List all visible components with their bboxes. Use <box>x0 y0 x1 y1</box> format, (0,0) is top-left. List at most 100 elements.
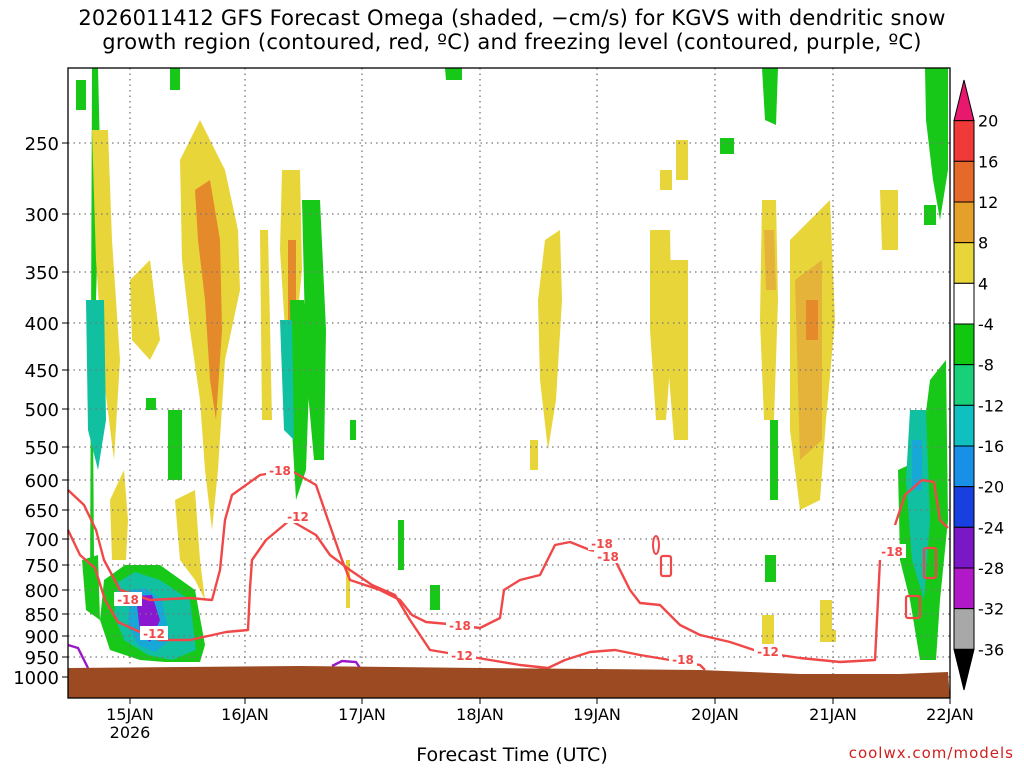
colorbar-label-9: -20 <box>978 478 1004 497</box>
red-contour-loop-1 <box>922 546 938 580</box>
colorbar-segment-5 <box>953 282 975 325</box>
contour-label-3: -12 <box>143 627 165 641</box>
y-tick-label-1: 300 <box>25 205 59 226</box>
omega-shade-31 <box>765 555 776 582</box>
omega-shade-11 <box>260 230 272 420</box>
colorbar-segment-4 <box>953 242 975 284</box>
colorbar-label-6: -8 <box>978 356 994 375</box>
red-contour-2 <box>893 478 949 529</box>
chart-title-line1: 2026011412 GFS Forecast Omega (shaded, −… <box>78 6 946 30</box>
y-tick-label-0: 250 <box>25 134 59 155</box>
colorbar-label-12: -32 <box>978 600 1004 619</box>
contour-label-bg-0 <box>266 463 294 477</box>
omega-shade-16 <box>130 260 160 360</box>
colorbar-segment-11 <box>953 526 975 569</box>
y-tick-label-14: 950 <box>25 648 59 669</box>
omega-shade-26 <box>764 230 776 290</box>
y-tick-label-6: 550 <box>25 438 59 459</box>
red-contour-loop-2 <box>659 554 673 578</box>
omega-shade-14 <box>302 200 326 460</box>
omega-shade-8 <box>195 180 222 420</box>
x-tick-label-0: 15JAN <box>106 705 154 724</box>
colorbar-segment-13 <box>953 608 975 650</box>
colorbar-cap-top <box>953 79 975 122</box>
colorbar-label-8: -16 <box>978 437 1004 456</box>
chart-title-line2: growth region (contoured, red, ºC) and f… <box>102 30 922 54</box>
colorbar-label-7: -12 <box>978 396 1004 415</box>
colorbar-label-5: -4 <box>978 315 994 334</box>
x-tick-label-1: 16JAN <box>221 705 269 724</box>
colorbar-segment-7 <box>953 364 975 406</box>
omega-shade-23 <box>660 170 672 190</box>
y-tick-label-5: 500 <box>25 400 59 421</box>
omega-shade-41 <box>350 420 356 440</box>
omega-shade-24 <box>720 138 734 154</box>
y-tick-label-12: 850 <box>25 605 59 626</box>
colorbar-segment-3 <box>953 201 975 244</box>
colorbar-segment-1 <box>953 120 975 162</box>
contour-label-bg-1 <box>284 509 312 523</box>
source-credit: coolwx.com/models <box>848 744 1014 762</box>
x-tick-label-6: 21JAN <box>809 705 857 724</box>
omega-shade-19 <box>538 230 562 450</box>
omega-shade-12 <box>290 300 310 500</box>
contour-label-bg-10 <box>588 536 616 550</box>
x-tick-label-2: 17JAN <box>338 705 386 724</box>
omega-shade-30 <box>770 420 778 500</box>
omega-shade-43 <box>110 470 128 560</box>
contour-label-bg-7 <box>669 652 697 666</box>
contour-label-0: -18 <box>269 464 291 478</box>
y-tick-label-7: 600 <box>25 471 59 492</box>
colorbar-label-13: -36 <box>978 640 1004 659</box>
omega-shade-22 <box>676 140 688 180</box>
colorbar-cap-bottom <box>953 648 975 691</box>
y-tick-label-2: 350 <box>25 263 59 284</box>
omega-shade-39 <box>398 520 404 570</box>
x-year-label: 2026 <box>110 723 151 742</box>
contour-label-2: -18 <box>117 593 139 607</box>
contour-label-9: -18 <box>881 545 903 559</box>
plot-frame <box>67 67 951 699</box>
omega-shade-36 <box>912 440 922 490</box>
y-tick-label-4: 450 <box>25 361 59 382</box>
y-tick-label-10: 750 <box>25 556 59 577</box>
colorbar-label-3: 8 <box>978 234 988 253</box>
contour-label-bg-9 <box>878 544 906 558</box>
omega-shade-4 <box>76 80 86 110</box>
x-tick-label-4: 19JAN <box>573 705 621 724</box>
omega-shade-51 <box>530 440 538 470</box>
omega-shade-2 <box>762 68 778 125</box>
contour-label-bg-4 <box>446 618 474 632</box>
y-tick-label-13: 900 <box>25 627 59 648</box>
omega-shade-1 <box>445 68 462 80</box>
colorbar-label-1: 16 <box>978 152 998 171</box>
colorbar-label-2: 12 <box>978 193 998 212</box>
omega-shade-17 <box>168 410 182 480</box>
colorbar-label-0: 20 <box>978 112 998 131</box>
omega-shade-3 <box>925 68 948 220</box>
y-tick-label-8: 650 <box>25 501 59 522</box>
ground-surface <box>68 666 950 698</box>
contour-label-6: -18 <box>597 550 619 564</box>
contour-label-10: -18 <box>591 537 613 551</box>
contour-label-1: -12 <box>287 510 309 524</box>
colorbar-label-11: -28 <box>978 559 1004 578</box>
omega-shade-21 <box>660 260 688 440</box>
colorbar-segment-12 <box>953 567 975 610</box>
omega-shade-33 <box>762 615 774 648</box>
omega-shade-49 <box>430 585 440 610</box>
y-tick-label-3: 400 <box>25 314 59 335</box>
omega-shade-5 <box>170 68 180 90</box>
omega-shade-37 <box>880 190 898 250</box>
x-tick-label-3: 18JAN <box>456 705 504 724</box>
omega-shade-15 <box>86 300 106 470</box>
omega-shade-29 <box>806 300 818 340</box>
x-tick-label-7: 22JAN <box>926 705 974 724</box>
colorbar-label-4: 4 <box>978 274 988 293</box>
y-tick-label-11: 800 <box>25 581 59 602</box>
colorbar-segment-8 <box>953 404 975 447</box>
omega-shade-18 <box>146 398 156 410</box>
red-contour-loop-3 <box>652 535 660 555</box>
colorbar-segment-10 <box>953 486 975 528</box>
